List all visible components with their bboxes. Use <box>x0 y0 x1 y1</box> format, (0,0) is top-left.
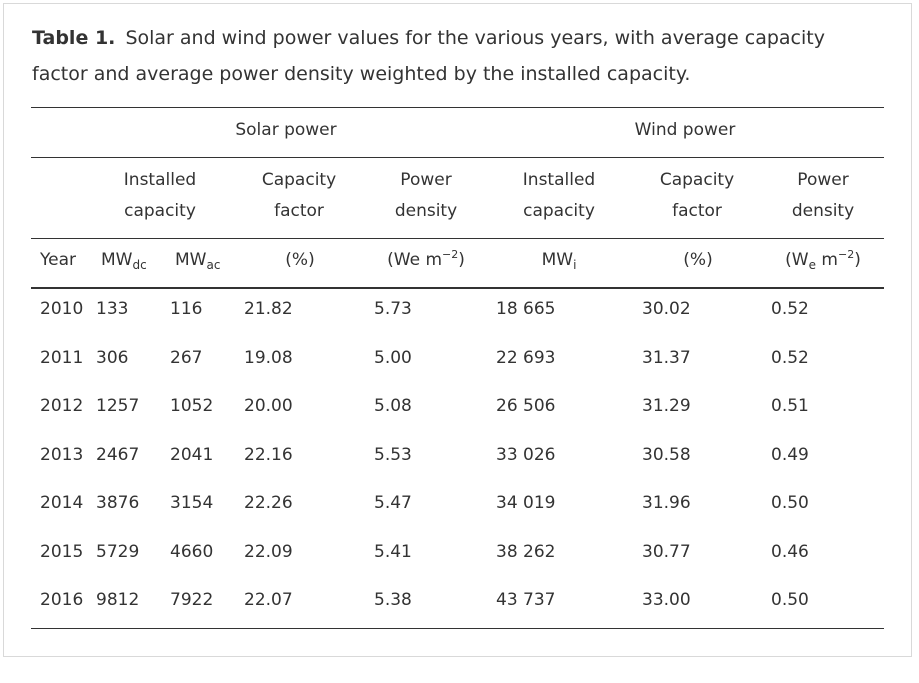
cell-solar-power-density: 5.38 <box>374 590 412 610</box>
cell-wind-capacity-factor: 31.96 <box>642 493 691 513</box>
cell-solar-capacity-factor: 22.09 <box>244 541 293 562</box>
cell-wind-installed: 18 665 <box>496 299 556 319</box>
cell-wind-capacity-factor: 30.58 <box>642 444 691 465</box>
cell-wind-power-density: 0.46 <box>771 541 809 562</box>
cell-solar-mw-dc: 1257 <box>96 396 140 416</box>
cell-year: 2011 <box>40 347 84 368</box>
cell-solar-mw-ac: 3154 <box>170 493 214 513</box>
cell-solar-mw-ac: 267 <box>170 347 203 368</box>
cell-solar-mw-dc: 3876 <box>96 493 140 513</box>
cell-solar-power-density: 5.47 <box>374 493 412 513</box>
cell-solar-mw-ac: 1052 <box>170 396 214 416</box>
subheader-wind-installed-1: Installed <box>522 170 596 190</box>
header-bottom-rule <box>31 287 884 289</box>
unit-wind-cf: (%) <box>683 250 713 270</box>
table-panel: Table 1. Solar and wind power values for… <box>3 3 912 657</box>
cell-solar-power-density: 5.00 <box>374 347 412 368</box>
cell-solar-power-density: 5.73 <box>374 299 412 319</box>
subheader-wind-cf-2: factor <box>672 201 722 221</box>
subheader-solar-cf-2: factor <box>274 201 324 221</box>
unit-mw-ac: MWac <box>175 250 221 272</box>
group-header-wind: Wind power <box>634 120 736 140</box>
unit-wind-mw: MWi <box>541 250 577 272</box>
subheader-wind-pd-2: density <box>791 201 855 221</box>
cell-wind-capacity-factor: 31.37 <box>642 347 691 368</box>
cell-solar-power-density: 5.41 <box>374 541 412 562</box>
subheader-solar-installed-2: capacity <box>124 201 196 221</box>
subheader-wind-cf-1: Capacity <box>659 170 735 190</box>
cell-wind-installed: 38 262 <box>496 541 556 562</box>
subheader-solar-pd-2: density <box>394 201 458 221</box>
cell-solar-capacity-factor: 20.00 <box>244 396 293 416</box>
cell-year: 2012 <box>40 396 84 416</box>
cell-solar-mw-dc: 2467 <box>96 444 140 465</box>
cell-wind-capacity-factor: 30.02 <box>642 299 691 319</box>
cell-wind-installed: 26 506 <box>496 396 556 416</box>
cell-solar-capacity-factor: 19.08 <box>244 347 293 368</box>
cell-year: 2014 <box>40 493 84 513</box>
cell-wind-installed: 22 693 <box>496 347 556 368</box>
cell-wind-installed: 34 019 <box>496 493 556 513</box>
subheader-solar-installed-1: Installed <box>123 170 197 190</box>
unit-year: Year <box>40 250 76 270</box>
cell-solar-mw-dc: 133 <box>96 299 129 319</box>
cell-wind-capacity-factor: 30.77 <box>642 541 691 562</box>
cell-solar-capacity-factor: 22.16 <box>244 444 293 465</box>
cell-wind-capacity-factor: 31.29 <box>642 396 691 416</box>
cell-year: 2015 <box>40 541 84 562</box>
subheader-wind-installed-2: capacity <box>523 201 595 221</box>
subheader-solar-cf-1: Capacity <box>261 170 337 190</box>
subheader-solar-pd-1: Power <box>400 170 452 190</box>
cell-solar-mw-ac: 116 <box>170 299 203 319</box>
unit-solar-cf: (%) <box>285 250 315 270</box>
cell-wind-power-density: 0.50 <box>771 493 809 513</box>
cell-wind-installed: 43 737 <box>496 590 556 610</box>
cell-wind-power-density: 0.49 <box>771 444 809 465</box>
cell-wind-power-density: 0.52 <box>771 347 809 368</box>
cell-solar-capacity-factor: 21.82 <box>244 299 293 319</box>
cell-wind-power-density: 0.50 <box>771 590 809 610</box>
cell-solar-mw-dc: 306 <box>96 347 129 368</box>
cell-solar-power-density: 5.08 <box>374 396 412 416</box>
unit-solar-pd: (We m−2) <box>387 248 465 270</box>
cell-wind-power-density: 0.52 <box>771 299 809 319</box>
cell-solar-mw-dc: 9812 <box>96 590 140 610</box>
group-rule <box>31 157 884 158</box>
cell-year: 2010 <box>40 299 84 319</box>
subheader-rule <box>31 238 884 239</box>
top-rule <box>31 107 884 108</box>
caption-label: Table 1. <box>32 27 116 49</box>
subheader-wind-pd-1: Power <box>797 170 849 190</box>
cell-solar-capacity-factor: 22.26 <box>244 493 293 513</box>
cell-solar-capacity-factor: 22.07 <box>244 590 293 610</box>
cell-solar-mw-dc: 5729 <box>96 541 140 562</box>
table-caption: Table 1. Solar and wind power values for… <box>32 20 872 92</box>
unit-mw-dc: MWdc <box>101 250 147 272</box>
bottom-rule <box>31 628 884 629</box>
cell-solar-mw-ac: 2041 <box>170 444 214 465</box>
group-header-solar: Solar power <box>235 120 337 140</box>
caption-text: Solar and wind power values for the vari… <box>32 27 825 85</box>
cell-solar-power-density: 5.53 <box>374 444 412 465</box>
cell-year: 2013 <box>40 444 84 465</box>
cell-wind-installed: 33 026 <box>496 444 556 465</box>
cell-wind-power-density: 0.51 <box>771 396 809 416</box>
cell-solar-mw-ac: 7922 <box>170 590 214 610</box>
cell-year: 2016 <box>40 590 84 610</box>
cell-wind-capacity-factor: 33.00 <box>642 590 691 610</box>
cell-solar-mw-ac: 4660 <box>170 541 214 562</box>
unit-wind-pd: (We m−2) <box>785 248 861 272</box>
